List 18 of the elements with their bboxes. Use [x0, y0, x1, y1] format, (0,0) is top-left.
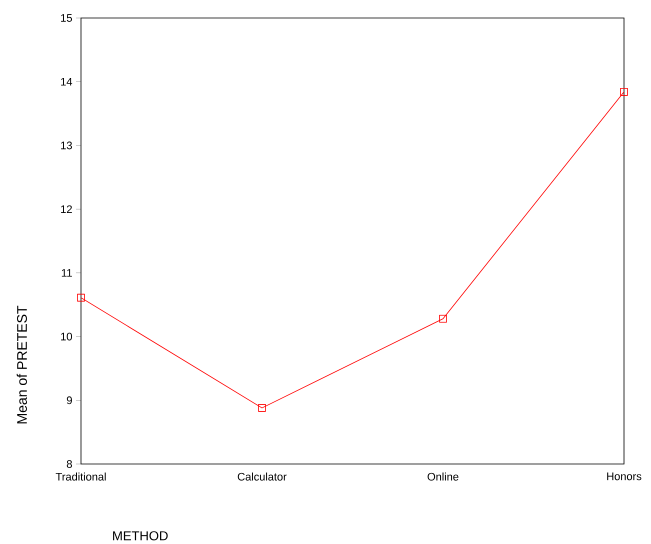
- y-tick-label: 9: [66, 396, 72, 404]
- y-tick-label: 15: [61, 14, 72, 22]
- y-axis-title: Mean of PRETEST: [16, 306, 27, 424]
- y-tick-label: 8: [66, 460, 72, 468]
- x-axis-title: METHOD: [113, 531, 168, 540]
- y-tick-label: 11: [62, 269, 72, 277]
- x-tick-label: Calculator: [238, 472, 287, 481]
- y-tick-label: 10: [61, 332, 72, 340]
- x-tick-label: Online: [428, 472, 458, 481]
- x-tick-label: Traditional: [56, 472, 106, 481]
- y-tick-label: 13: [61, 142, 72, 150]
- point: [439, 314, 447, 323]
- y-tick-label: 12: [61, 205, 72, 213]
- point: [77, 294, 85, 302]
- point: [620, 88, 628, 96]
- x-tick-label: Honors: [607, 472, 642, 480]
- point: [258, 404, 266, 412]
- y-tick-label: 14: [61, 78, 72, 86]
